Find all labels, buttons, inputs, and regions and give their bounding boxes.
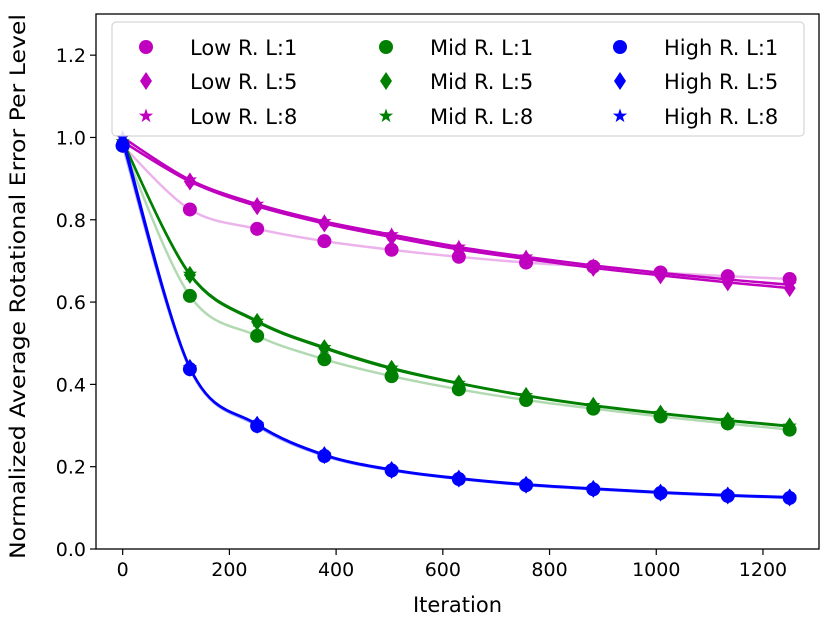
legend-label: High R. L:1	[664, 36, 778, 60]
legend-marker	[139, 40, 153, 54]
data-point-high-r-l-8	[182, 360, 198, 374]
data-point-mid-r-l-1	[250, 328, 265, 343]
x-tick-label: 200	[211, 559, 247, 581]
data-point-high-r-l-8	[115, 129, 130, 144]
x-tick-label: 0	[117, 559, 129, 581]
data-point-low-r-l-8	[317, 213, 332, 228]
x-tick-label: 800	[531, 559, 567, 581]
data-point-mid-r-l-8	[586, 397, 601, 412]
legend-label: Mid R. L:5	[430, 70, 533, 94]
data-point-mid-r-l-8	[384, 360, 399, 374]
plot-frame	[95, 13, 820, 550]
legend-box	[111, 21, 805, 137]
x-axis-label: Iteration	[413, 593, 502, 617]
y-axis: 0.0 0.2 0.4 0.6 0.8 1.0 1.2	[56, 45, 96, 561]
y-tick-label: 0.4	[56, 374, 86, 396]
data-point-low-r-l-8	[451, 239, 466, 253]
data-point-low-r-l-8	[720, 271, 735, 286]
data-point-low-r-l-1	[317, 234, 332, 249]
data-point-high-r-l-8	[586, 481, 601, 495]
series-line-high-r-l-8	[121, 136, 791, 499]
legend-label: High R. L:5	[664, 70, 778, 94]
legend-marker	[612, 108, 628, 123]
data-point-mid-r-l-8	[182, 266, 198, 281]
data-point-mid-r-l-1	[317, 352, 332, 367]
data-point-mid-r-l-8	[451, 375, 466, 390]
legend-entry-mid-r-l-1: Mid R. L:1	[379, 36, 533, 60]
data-point-high-r-l-8	[782, 489, 797, 504]
legend-label: Low R. L:1	[190, 36, 297, 60]
data-point-low-r-l-8	[384, 227, 399, 241]
data-point-mid-r-l-8	[720, 412, 735, 427]
x-tick-label: 1200	[739, 559, 787, 581]
legend-label: Low R. L:8	[190, 105, 297, 129]
legend-entry-low-r-l-5: Low R. L:5	[140, 70, 297, 94]
y-tick-label: 0.2	[56, 457, 86, 479]
data-point-high-r-l-8	[720, 487, 735, 502]
legend-entry-high-r-l-8: High R. L:8	[612, 105, 778, 129]
legend-marker	[614, 72, 626, 90]
y-tick-label: 0.8	[56, 210, 86, 232]
series-line-mid-r-l-8	[121, 140, 791, 428]
legend-entry-mid-r-l-5: Mid R. L:5	[380, 70, 533, 94]
legend-entry-mid-r-l-8: Mid R. L:8	[378, 105, 533, 129]
legend-label: Mid R. L:8	[430, 105, 533, 129]
data-point-high-r-l-8	[317, 447, 332, 461]
legend-marker	[378, 108, 394, 123]
legend-entry-low-r-l-1: Low R. L:1	[139, 36, 297, 60]
data-point-low-r-l-1	[182, 202, 197, 217]
data-point-mid-r-l-8	[317, 339, 332, 354]
data-point-low-r-l-1	[384, 242, 399, 257]
series-line-high-r-l-1	[121, 144, 791, 500]
y-axis-label: Normalized Average Rotational Error Per …	[6, 14, 30, 559]
data-point-low-r-l-8	[518, 249, 534, 263]
data-point-high-r-l-8	[653, 484, 668, 499]
legend-marker	[379, 40, 393, 54]
data-point-low-r-l-8	[250, 196, 265, 211]
plot-area	[95, 13, 820, 550]
legend-entry-high-r-l-1: High R. L:1	[613, 36, 778, 60]
legend-entry-low-r-l-8: Low R. L:8	[138, 105, 297, 129]
y-tick-label: 0.6	[56, 292, 86, 314]
data-point-low-r-l-1	[250, 221, 265, 236]
x-axis: 0 200 400 600 800 1000 1200	[117, 549, 787, 581]
data-point-mid-r-l-1	[182, 288, 197, 303]
x-tick-label: 1000	[632, 559, 680, 581]
legend-label: Low R. L:5	[190, 70, 297, 94]
data-point-high-r-l-8	[384, 462, 399, 476]
legend-entry-high-r-l-5: High R. L:5	[614, 70, 778, 94]
data-point-high-r-l-8	[451, 470, 466, 485]
data-point-high-r-l-8	[518, 476, 534, 491]
legend-label: High R. L:8	[664, 105, 778, 129]
legend-marker	[140, 72, 152, 90]
y-tick-label: 0.0	[56, 539, 86, 561]
legend-marker	[380, 72, 392, 90]
y-tick-label: 1.0	[56, 127, 86, 149]
data-point-mid-r-l-8	[250, 313, 265, 328]
legend: Low R. L:1 Low R. L:5 Low R. L:8 Mid R. L:1…	[111, 21, 805, 137]
legend-marker	[613, 40, 627, 54]
data-point-low-r-l-8	[653, 265, 668, 279]
data-point-mid-r-l-8	[653, 405, 668, 420]
legend-label: Mid R. L:1	[430, 36, 533, 60]
data-point-high-r-l-8	[250, 416, 265, 431]
data-point-low-r-l-8	[782, 277, 797, 291]
x-tick-label: 400	[318, 559, 354, 581]
data-point-mid-r-l-8	[782, 418, 797, 433]
series-line-mid-r-l-1	[121, 144, 791, 431]
x-tick-label: 600	[425, 559, 461, 581]
series-line-low-r-l-5	[121, 140, 791, 290]
legend-marker	[138, 108, 154, 123]
data-point-low-r-l-8	[182, 172, 198, 186]
data-point-mid-r-l-8	[518, 388, 534, 402]
data-point-low-r-l-8	[586, 257, 601, 272]
y-tick-label: 1.2	[56, 45, 86, 67]
